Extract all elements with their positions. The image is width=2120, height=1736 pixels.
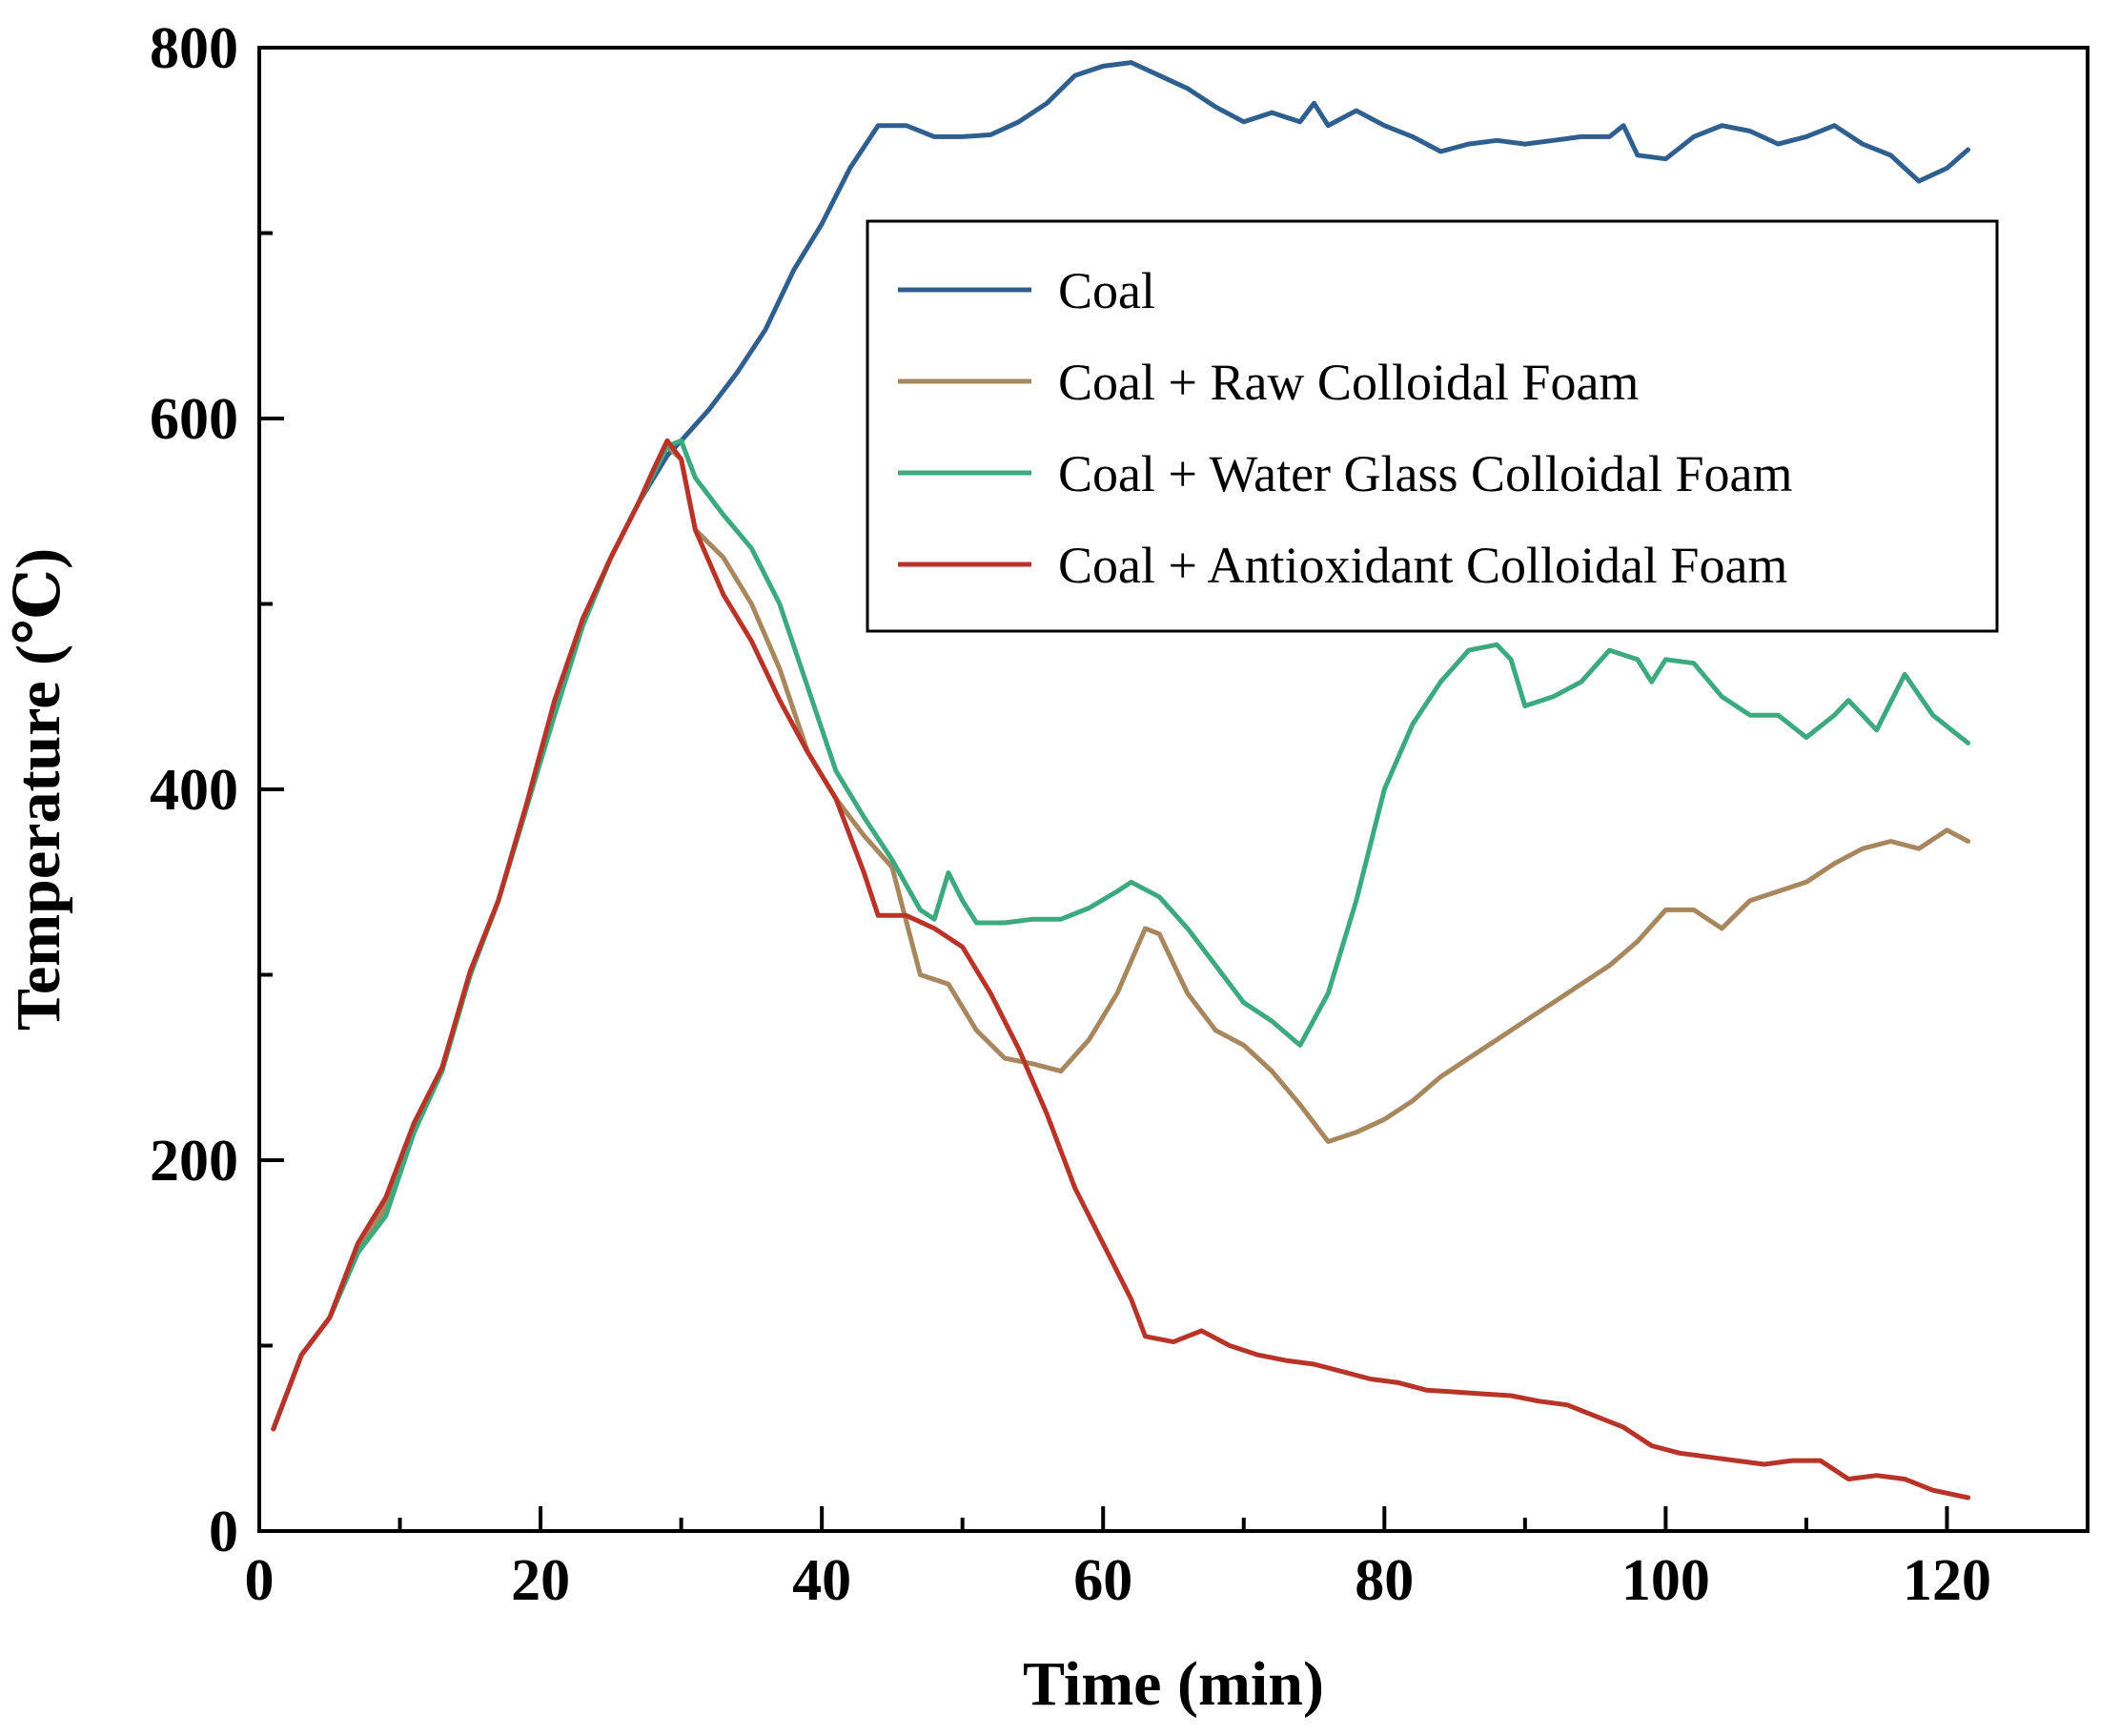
x-axis-ticks: 0 20 40 60 80 100 120 bbox=[245, 1506, 2089, 1613]
x-tick-label: 100 bbox=[1621, 1548, 1710, 1613]
x-tick-label: 0 bbox=[245, 1548, 275, 1613]
x-axis-title: Time (min) bbox=[1023, 1649, 1324, 1719]
y-axis-ticks: 0 200 400 600 800 bbox=[150, 16, 284, 1564]
y-tick-label: 0 bbox=[209, 1500, 238, 1564]
series-line-3 bbox=[271, 438, 1971, 1432]
legend-box bbox=[866, 219, 1999, 633]
y-tick-label: 400 bbox=[150, 758, 238, 823]
legend: Coal Coal + Raw Colloidal Foam Coal + Wate… bbox=[866, 219, 1999, 633]
x-tick-label: 20 bbox=[511, 1548, 570, 1613]
x-tick-label: 40 bbox=[792, 1548, 851, 1613]
y-tick-label: 600 bbox=[150, 387, 238, 452]
series-line-4 bbox=[271, 438, 1971, 1501]
x-tick-label: 60 bbox=[1073, 1548, 1132, 1613]
y-axis-title: Temperature (℃) bbox=[4, 548, 73, 1031]
x-tick-label: 120 bbox=[1903, 1548, 1991, 1613]
legend-label-1: Coal bbox=[1058, 262, 1155, 319]
legend-label-4: Coal + Antioxidant Colloidal Foam bbox=[1058, 537, 1787, 594]
legend-label-3: Coal + Water Glass Colloidal Foam bbox=[1058, 445, 1793, 502]
legend-label-2: Coal + Raw Colloidal Foam bbox=[1058, 354, 1639, 411]
y-tick-label: 200 bbox=[150, 1129, 238, 1194]
series-layer bbox=[271, 60, 1971, 1501]
y-tick-label: 800 bbox=[150, 16, 238, 81]
x-tick-label: 80 bbox=[1355, 1548, 1414, 1613]
